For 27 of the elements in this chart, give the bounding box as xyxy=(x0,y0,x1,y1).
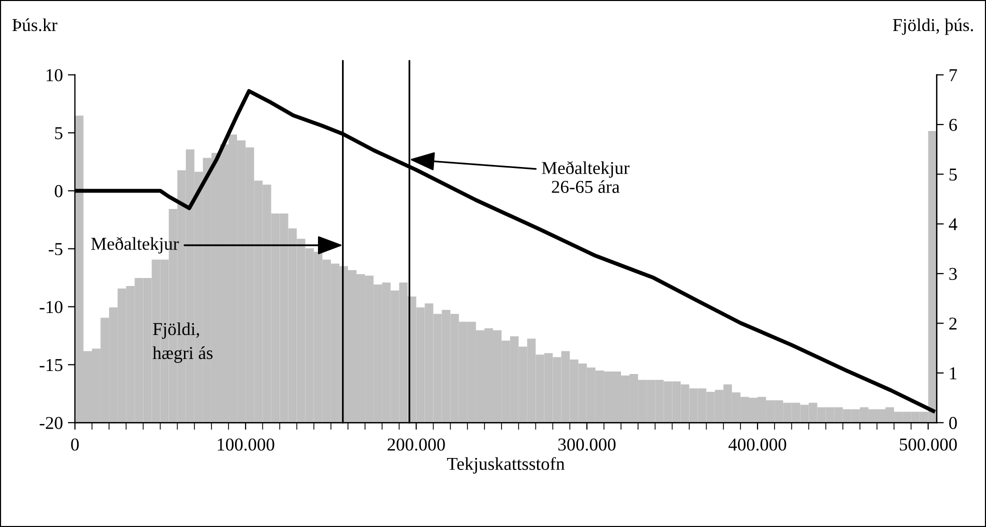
y2-tick-label: 4 xyxy=(948,218,958,230)
annotation: Meðaltekjur xyxy=(91,236,179,254)
y-tick-label: 10 xyxy=(46,69,62,82)
y-tick-label: -15 xyxy=(40,359,62,372)
annotation: Fjöldi, hægri ás xyxy=(152,322,213,363)
y2-tick-label: 7 xyxy=(950,69,958,82)
y-tick-label: 5 xyxy=(55,127,62,140)
y-axis-title: Þús.kr xyxy=(12,18,58,32)
y-tick-label: -5 xyxy=(48,243,62,256)
x-axis-title: Tekjuskattsstofn xyxy=(447,457,565,474)
x-tick-label: 300.000 xyxy=(558,438,616,451)
y2-tick-label: 6 xyxy=(949,118,957,131)
y-tick-label: 0 xyxy=(54,185,62,198)
x-tick-label: 500.000 xyxy=(900,438,957,451)
x-tick-label: 0 xyxy=(71,438,79,451)
y-tick-label: -20 xyxy=(40,416,62,430)
y2-tick-label: 5 xyxy=(950,168,957,181)
y2-tick-label: 3 xyxy=(949,268,957,280)
x-tick-label: 200.000 xyxy=(388,438,445,451)
x-tick-label: 100.000 xyxy=(218,438,274,451)
y2-tick-label: 0 xyxy=(949,416,957,430)
y2-tick-label: 2 xyxy=(949,318,957,330)
x-tick-label: 400.000 xyxy=(728,438,786,451)
y-tick-label: -10 xyxy=(40,300,62,314)
y2-tick-label: 1 xyxy=(950,367,956,380)
annotation: Meðaltekjur 26-65 ára xyxy=(542,161,630,193)
y2-axis-title: Fjöldi, þús. xyxy=(892,18,973,35)
